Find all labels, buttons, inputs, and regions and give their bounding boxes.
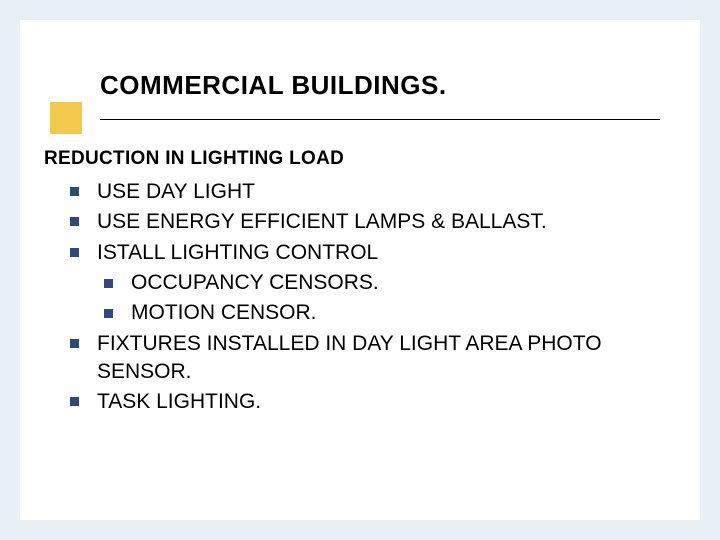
list-item-text: USE DAY LIGHT: [97, 178, 255, 206]
list-item-text: TASK LIGHTING.: [97, 388, 261, 416]
slide-title: COMMERCIAL BUILDINGS.: [100, 70, 700, 101]
bullet-list: USE DAY LIGHT USE ENERGY EFFICIENT LAMPS…: [70, 178, 700, 417]
square-bullet-icon: [104, 279, 113, 288]
list-item: OCCUPANCY CENSORS.: [104, 269, 700, 297]
accent-square: [50, 102, 82, 134]
square-bullet-icon: [104, 309, 113, 318]
list-item-text: OCCUPANCY CENSORS.: [131, 269, 379, 297]
list-item: TASK LIGHTING.: [70, 388, 700, 416]
square-bullet-icon: [70, 339, 79, 348]
square-bullet-icon: [70, 187, 79, 196]
list-item-text: MOTION CENSOR.: [131, 299, 317, 327]
list-item: USE DAY LIGHT: [70, 178, 700, 206]
list-item-text: ISTALL LIGHTING CONTROL: [97, 239, 378, 267]
list-item: MOTION CENSOR.: [104, 299, 700, 327]
slide-container: COMMERCIAL BUILDINGS. REDUCTION IN LIGHT…: [20, 20, 700, 520]
list-item: FIXTURES INSTALLED IN DAY LIGHT AREA PHO…: [70, 330, 700, 387]
sub-bullet-list: OCCUPANCY CENSORS. MOTION CENSOR.: [104, 269, 700, 328]
list-item-text: USE ENERGY EFFICIENT LAMPS & BALLAST.: [97, 208, 547, 236]
list-item: ISTALL LIGHTING CONTROL: [70, 239, 700, 267]
square-bullet-icon: [70, 217, 79, 226]
square-bullet-icon: [70, 397, 79, 406]
title-area: COMMERCIAL BUILDINGS.: [20, 20, 700, 111]
list-item-text: FIXTURES INSTALLED IN DAY LIGHT AREA PHO…: [97, 330, 700, 387]
title-underline: [100, 119, 660, 120]
square-bullet-icon: [70, 248, 79, 257]
section-subtitle: REDUCTION IN LIGHTING LOAD: [44, 148, 700, 170]
list-item: USE ENERGY EFFICIENT LAMPS & BALLAST.: [70, 208, 700, 236]
